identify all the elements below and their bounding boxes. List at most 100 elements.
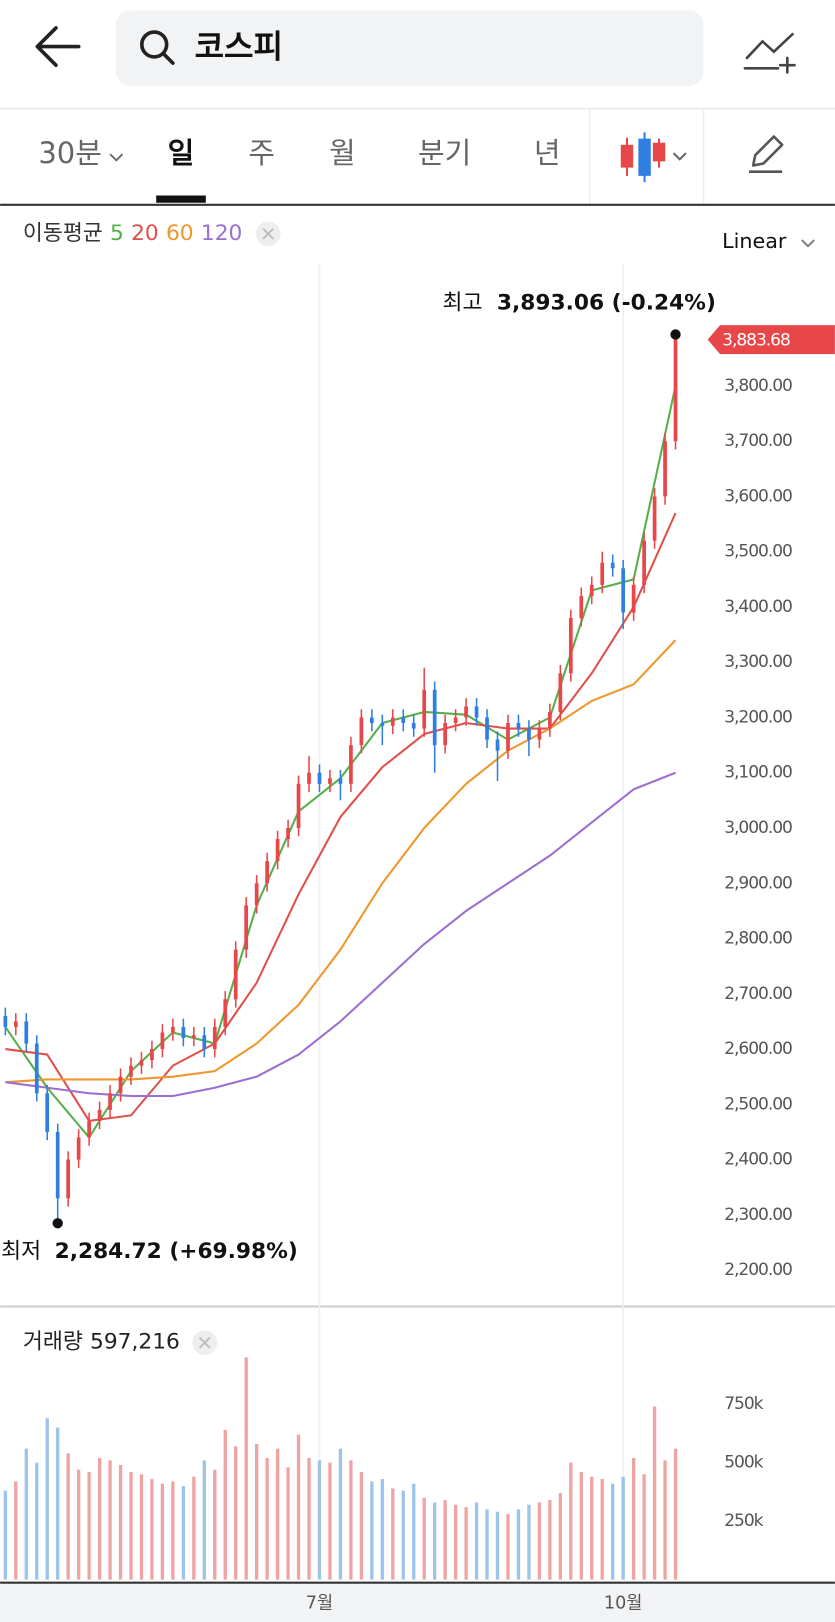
tab[interactable]: 30분 <box>38 136 101 170</box>
tab[interactable]: 분기 <box>418 136 471 170</box>
candle-body <box>422 689 427 729</box>
y-tick-label: 2,700.00 <box>724 984 792 1004</box>
candle-body <box>129 1065 133 1077</box>
search-box[interactable] <box>115 10 704 86</box>
candle-body <box>13 1021 18 1027</box>
volume-bar <box>464 1507 468 1580</box>
chart-type-button[interactable] <box>620 132 687 183</box>
volume-bar <box>569 1462 573 1580</box>
candle-body <box>579 595 584 619</box>
ma-legend-item[interactable]: 20 <box>131 221 159 246</box>
candle-body <box>663 441 667 497</box>
volume-bar <box>181 1486 186 1580</box>
candle-body <box>328 778 332 784</box>
volume-bar <box>129 1472 133 1580</box>
candle-body <box>673 339 678 442</box>
candle-body <box>265 861 269 884</box>
volume-bar <box>14 1481 18 1580</box>
search-icon <box>140 30 169 59</box>
back-button[interactable] <box>35 26 81 67</box>
candle-body <box>66 1159 71 1199</box>
volume-bar <box>391 1488 395 1580</box>
tab[interactable]: 월 <box>329 136 356 170</box>
candle-body <box>150 1049 154 1061</box>
volume-bar <box>359 1472 364 1580</box>
remove-icon <box>262 227 275 240</box>
volume-bar <box>453 1504 458 1580</box>
ma-legend-item[interactable]: 120 <box>201 221 242 246</box>
icon-body <box>620 144 634 168</box>
ma-legend-item[interactable]: 5 <box>110 221 124 246</box>
candle-body <box>589 584 594 596</box>
candle-body <box>191 1035 196 1038</box>
volume-bar <box>66 1453 70 1580</box>
volume-bar <box>160 1483 165 1580</box>
candle-body <box>3 1015 8 1027</box>
volume-current: 597,216 <box>90 1330 180 1355</box>
tab[interactable]: 주 <box>248 136 275 170</box>
y-tick-label: 3,700.00 <box>724 431 792 451</box>
volume-bar <box>600 1479 604 1580</box>
moving-average-line <box>5 771 676 1098</box>
volume-bar <box>338 1448 343 1580</box>
candle-body <box>548 711 552 729</box>
volume-bar <box>516 1509 521 1580</box>
candle-body <box>108 1093 112 1110</box>
volume-bar <box>150 1479 154 1580</box>
y-tick-label: 3,100.00 <box>724 763 792 783</box>
candle-body <box>223 999 228 1027</box>
candle-body <box>485 717 489 740</box>
ma-legend-title: 이동평균 <box>23 221 103 246</box>
candle-body <box>317 772 322 784</box>
candle-body <box>516 723 521 729</box>
volume-bar <box>506 1514 510 1580</box>
volume-bar <box>24 1448 28 1580</box>
candle-body <box>97 1109 102 1121</box>
candle-body <box>254 883 259 906</box>
high-marker <box>670 329 681 340</box>
y-tick-label: 2,600.00 <box>724 1039 792 1059</box>
candle-body <box>202 1035 207 1050</box>
candle-body <box>369 717 374 724</box>
candle-body <box>380 723 385 726</box>
indicator-icon-plus <box>778 56 796 74</box>
remove-icon <box>198 1336 211 1349</box>
y-tick-label: 2,200.00 <box>724 1260 792 1280</box>
volume-title: 거래량 <box>23 1330 83 1355</box>
volume-bar <box>548 1500 552 1580</box>
volume-bar <box>328 1462 332 1580</box>
candle-body <box>390 717 395 726</box>
ma-legend-item[interactable]: 60 <box>166 221 194 246</box>
candle-body <box>432 689 437 746</box>
y-tick-label: 2,900.00 <box>724 873 792 893</box>
high-title: 최고 <box>442 290 482 315</box>
y-tick-label: 3,400.00 <box>724 597 792 617</box>
volume-bar <box>265 1457 269 1580</box>
volume-bar <box>527 1504 531 1580</box>
volume-bar <box>275 1448 280 1580</box>
tab[interactable]: 일 <box>168 136 195 170</box>
y-tick-label: 2,500.00 <box>724 1094 792 1114</box>
volume-bar <box>495 1511 500 1580</box>
draw-button[interactable] <box>749 135 784 174</box>
candle-body <box>286 828 290 840</box>
volume-bar <box>296 1434 301 1580</box>
candle-body <box>233 949 238 1000</box>
y-tick-label: 3,500.00 <box>724 542 792 562</box>
candle-body <box>45 1093 50 1132</box>
volume-bar <box>474 1502 479 1580</box>
scale-selector[interactable]: Linear <box>722 229 815 253</box>
candle-body <box>411 723 416 729</box>
candle-body <box>568 618 573 674</box>
candle-body <box>139 1060 144 1066</box>
add-indicator-button[interactable] <box>743 32 796 74</box>
volume-bar <box>317 1460 322 1580</box>
candle-body <box>474 706 479 718</box>
tab[interactable]: 년 <box>534 136 561 170</box>
volume-tick-label: 250k <box>724 1511 763 1531</box>
candle-body <box>453 717 458 724</box>
y-tick-label: 3,300.00 <box>724 652 792 672</box>
candle-body <box>212 1026 217 1050</box>
